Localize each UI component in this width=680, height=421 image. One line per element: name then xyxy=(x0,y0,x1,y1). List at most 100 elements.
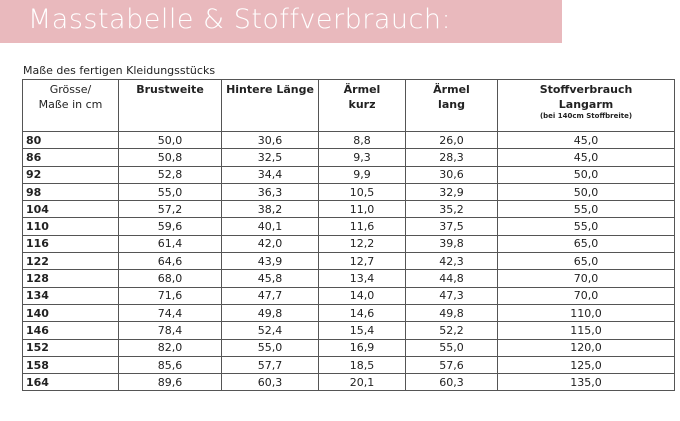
back-length-cell: 60,3 xyxy=(221,373,319,392)
table-row: 98 55,0 36,3 10,5 32,9 50,0 xyxy=(22,182,675,202)
back-length-cell: 38,2 xyxy=(221,200,319,219)
size-cell: 128 xyxy=(22,269,119,288)
header-chest-label: Brustweite xyxy=(136,83,204,96)
sleeve-long-cell: 44,8 xyxy=(405,269,498,288)
size-cell: 80 xyxy=(22,130,119,150)
header-fabric-line2: Langarm xyxy=(558,98,614,111)
back-length-cell: 43,9 xyxy=(221,252,319,271)
header-sleeve-long-line1: Ärmel xyxy=(433,83,470,96)
fabric-cell: 70,0 xyxy=(497,269,675,288)
table-row: 86 50,8 32,5 9,3 28,3 45,0 xyxy=(22,148,675,167)
size-cell: 146 xyxy=(22,321,119,340)
size-cell: 116 xyxy=(22,234,119,254)
fabric-cell: 70,0 xyxy=(497,286,675,305)
header-size-line2: Maße in cm xyxy=(38,98,103,111)
sleeve-long-cell: 47,3 xyxy=(405,286,498,305)
fabric-cell: 110,0 xyxy=(497,303,675,323)
back-length-cell: 34,4 xyxy=(221,165,319,184)
sleeve-long-cell: 35,2 xyxy=(405,200,498,219)
table-row: 104 57,2 38,2 11,0 35,2 55,0 xyxy=(22,200,675,219)
chest-cell: 78,4 xyxy=(118,321,222,340)
fabric-cell: 65,0 xyxy=(497,252,675,271)
sleeve-short-cell: 18,5 xyxy=(318,355,406,375)
fabric-cell: 115,0 xyxy=(497,321,675,340)
chest-cell: 50,0 xyxy=(118,130,222,150)
sleeve-short-cell: 9,9 xyxy=(318,165,406,184)
size-cell: 134 xyxy=(22,286,119,305)
table-row: 80 50,0 30,6 8,8 26,0 45,0 xyxy=(22,130,675,150)
size-cell: 158 xyxy=(22,355,119,375)
chest-cell: 64,6 xyxy=(118,252,222,271)
table-body: 80 50,0 30,6 8,8 26,0 45,0 86 50,8 32,5 9,3 28,3 45… xyxy=(22,130,675,392)
back-length-cell: 45,8 xyxy=(221,269,319,288)
table-row: 128 68,0 45,8 13,4 44,8 70,0 xyxy=(22,269,675,288)
fabric-cell: 135,0 xyxy=(497,373,675,392)
chest-cell: 50,8 xyxy=(118,148,222,167)
header-sleeve-long: Ärmel lang xyxy=(405,79,498,132)
back-length-cell: 32,5 xyxy=(221,148,319,167)
sleeve-long-cell: 57,6 xyxy=(405,355,498,375)
back-length-cell: 55,0 xyxy=(221,338,319,357)
size-cell: 92 xyxy=(22,165,119,184)
fabric-cell: 45,0 xyxy=(497,148,675,167)
fabric-cell: 50,0 xyxy=(497,182,675,202)
page-title: Masstabelle & Stoffverbrauch: xyxy=(28,4,452,35)
table-row: 134 71,6 47,7 14,0 47,3 70,0 xyxy=(22,286,675,305)
table-row: 158 85,6 57,7 18,5 57,6 125,0 xyxy=(22,355,675,375)
chest-cell: 85,6 xyxy=(118,355,222,375)
sleeve-long-cell: 49,8 xyxy=(405,303,498,323)
chest-cell: 61,4 xyxy=(118,234,222,254)
size-cell: 122 xyxy=(22,252,119,271)
size-cell: 140 xyxy=(22,303,119,323)
header-size: Grösse/ Maße in cm xyxy=(22,79,119,132)
header-fabric-note: (bei 140cm Stoffbreite) xyxy=(539,112,633,120)
back-length-cell: 57,7 xyxy=(221,355,319,375)
back-length-cell: 40,1 xyxy=(221,217,319,236)
header-back-length: Hintere Länge xyxy=(221,79,319,132)
back-length-cell: 49,8 xyxy=(221,303,319,323)
back-length-cell: 42,0 xyxy=(221,234,319,254)
sleeve-long-cell: 32,9 xyxy=(405,182,498,202)
table-row: 116 61,4 42,0 12,2 39,8 65,0 xyxy=(22,234,675,254)
chest-cell: 89,6 xyxy=(118,373,222,392)
sleeve-long-cell: 26,0 xyxy=(405,130,498,150)
table-row: 152 82,0 55,0 16,9 55,0 120,0 xyxy=(22,338,675,357)
back-length-cell: 47,7 xyxy=(221,286,319,305)
fabric-cell: 55,0 xyxy=(497,200,675,219)
title-banner: Masstabelle & Stoffverbrauch: xyxy=(0,0,562,43)
header-chest: Brustweite xyxy=(118,79,222,132)
sleeve-long-cell: 55,0 xyxy=(405,338,498,357)
header-sleeve-long-line2: lang xyxy=(438,98,465,111)
header-sleeve-short: Ärmel kurz xyxy=(318,79,406,132)
sleeve-short-cell: 11,0 xyxy=(318,200,406,219)
sleeve-long-cell: 42,3 xyxy=(405,252,498,271)
sleeve-short-cell: 12,7 xyxy=(318,252,406,271)
table-header: Grösse/ Maße in cm Brustweite Hintere Lä… xyxy=(22,79,675,132)
chest-cell: 55,0 xyxy=(118,182,222,202)
table-row: 122 64,6 43,9 12,7 42,3 65,0 xyxy=(22,252,675,271)
back-length-cell: 52,4 xyxy=(221,321,319,340)
sleeve-short-cell: 9,3 xyxy=(318,148,406,167)
sleeve-long-cell: 28,3 xyxy=(405,148,498,167)
header-fabric: Stoffverbrauch Langarm (bei 140cm Stoffb… xyxy=(497,79,675,132)
fabric-cell: 120,0 xyxy=(497,338,675,357)
table-row: 110 59,6 40,1 11,6 37,5 55,0 xyxy=(22,217,675,236)
size-cell: 104 xyxy=(22,200,119,219)
size-cell: 164 xyxy=(22,373,119,392)
header-back-length-label: Hintere Länge xyxy=(226,83,314,96)
sleeve-short-cell: 13,4 xyxy=(318,269,406,288)
sleeve-short-cell: 14,6 xyxy=(318,303,406,323)
sleeve-short-cell: 15,4 xyxy=(318,321,406,340)
sleeve-long-cell: 37,5 xyxy=(405,217,498,236)
header-size-line1: Grösse/ xyxy=(49,83,92,96)
table-row: 140 74,4 49,8 14,6 49,8 110,0 xyxy=(22,303,675,323)
size-chart-table: Grösse/ Maße in cm Brustweite Hintere Lä… xyxy=(22,79,675,392)
size-cell: 98 xyxy=(22,182,119,202)
chest-cell: 59,6 xyxy=(118,217,222,236)
table-row: 146 78,4 52,4 15,4 52,2 115,0 xyxy=(22,321,675,340)
sleeve-long-cell: 30,6 xyxy=(405,165,498,184)
size-cell: 152 xyxy=(22,338,119,357)
header-sleeve-short-line1: Ärmel xyxy=(343,83,381,96)
table-row: 92 52,8 34,4 9,9 30,6 50,0 xyxy=(22,165,675,184)
sleeve-short-cell: 20,1 xyxy=(318,373,406,392)
